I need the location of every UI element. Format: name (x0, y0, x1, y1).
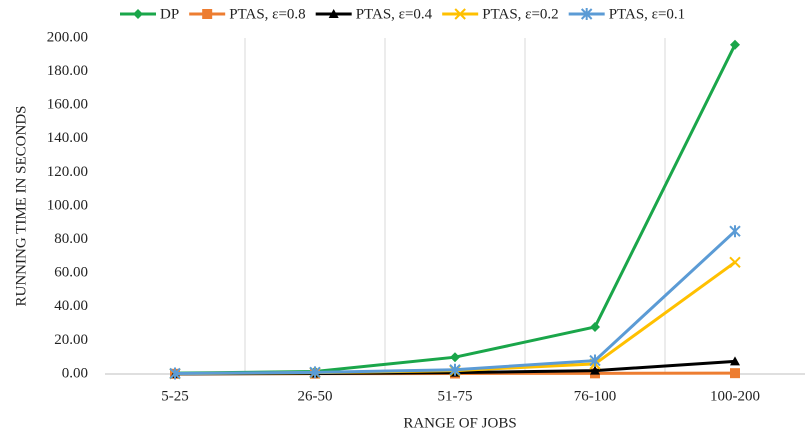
marker (730, 39, 740, 50)
x-tick-label: 5-25 (161, 388, 189, 404)
marker (589, 354, 601, 367)
y-tick-label: 200.00 (47, 29, 88, 45)
y-tick-label: 40.00 (54, 298, 88, 314)
marker (449, 363, 461, 376)
x-tick-label: 100-200 (710, 388, 760, 404)
series-line (174, 230, 737, 375)
marker (729, 225, 741, 238)
y-tick-label: 0.00 (62, 365, 88, 381)
x-axis-label: RANGE OF JOBS (403, 415, 516, 431)
y-tick-label: 100.00 (47, 197, 88, 213)
marker (580, 8, 593, 20)
legend-label: PTAS, ε=0.2 (482, 6, 559, 22)
x-tick-label: 76-100 (574, 388, 617, 404)
y-tick-label: 80.00 (54, 231, 88, 247)
marker (450, 352, 460, 363)
marker (133, 9, 143, 19)
marker (202, 9, 213, 19)
x-tick-label: 51-75 (438, 388, 473, 404)
legend-label: PTAS, ε=0.4 (356, 6, 433, 22)
legend-label: DP (160, 6, 179, 22)
y-tick-label: 160.00 (47, 97, 88, 113)
marker (730, 368, 740, 379)
legend-label: PTAS, ε=0.1 (609, 6, 686, 22)
y-tick-label: 120.00 (47, 164, 88, 180)
y-tick-label: 140.00 (47, 130, 88, 146)
marker (454, 8, 466, 20)
y-tick-label: 180.00 (47, 63, 88, 79)
y-axis-label: RUNNING TIME IN SECONDS (13, 106, 29, 307)
legend-label: PTAS, ε=0.8 (229, 6, 306, 22)
marker (328, 9, 339, 18)
marker (309, 366, 321, 379)
y-tick-label: 20.00 (54, 332, 88, 348)
marker (730, 356, 740, 366)
x-tick-label: 26-50 (298, 388, 333, 404)
marker (590, 321, 600, 332)
marker (729, 256, 741, 268)
marker (169, 367, 181, 380)
marker (590, 365, 600, 375)
y-tick-label: 60.00 (54, 265, 88, 281)
